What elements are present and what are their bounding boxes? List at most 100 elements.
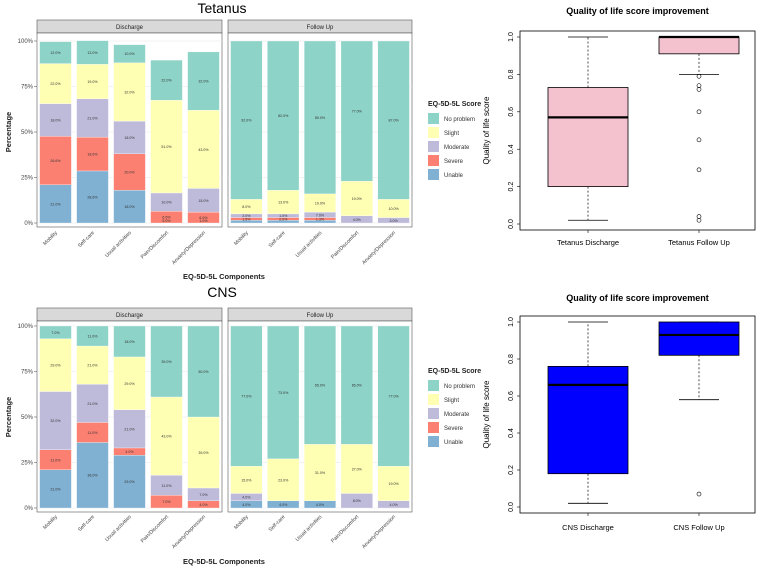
x-tick-label: Pain/Discomfort xyxy=(330,514,361,545)
legend-label-slight: Slight xyxy=(444,398,459,404)
legend-label-moderate: Moderate xyxy=(444,145,470,151)
facet-panel-discharge: Discharge 21.0% 11.0% 32.0% 29.0% 7.0% Mobilit… xyxy=(36,307,223,550)
data-label: 28.6% xyxy=(87,195,98,199)
data-label: 21.0% xyxy=(87,364,98,368)
x-tick-label: Mobility xyxy=(42,514,59,531)
x-tick-label: Mobility xyxy=(233,230,250,247)
y-tick-label: 25% xyxy=(21,176,34,182)
bar-segment-slight-pain-discomfort xyxy=(150,100,183,194)
facet-panel-follow-up: Follow Up1.5%2.0%8.0%92.0%Mobility2.0%1.… xyxy=(227,19,413,266)
data-label: 22.0% xyxy=(161,79,172,83)
bar-segment-moderate-self-care xyxy=(76,98,109,138)
y-axis-label: Quality of life score xyxy=(482,380,491,449)
facet-strip-label: Follow Up xyxy=(307,25,334,31)
bar-segment-slight-usual-activities xyxy=(113,62,146,122)
x-axis-label: EQ-5D-5L Components xyxy=(183,557,265,566)
data-label: 15.0% xyxy=(198,199,209,203)
data-label: 6.5% xyxy=(162,216,171,220)
data-label: 19.0% xyxy=(87,80,98,84)
bar-segment-no-problem-mobility xyxy=(230,40,263,200)
data-label: 77.0% xyxy=(241,395,252,399)
facet-strip-label: Follow Up xyxy=(307,313,334,319)
y-axis-label: Quality of life score xyxy=(482,96,491,165)
bar-segment-severe-self-care xyxy=(76,136,109,172)
data-label: 8.0% xyxy=(242,205,251,209)
bar-segment-slight-mobility xyxy=(39,63,72,104)
bar-segment-no-problem-usual-activities xyxy=(113,325,146,358)
data-label: 12.0% xyxy=(50,51,61,55)
data-label: 32.0% xyxy=(124,90,135,94)
data-label: 27.0% xyxy=(352,467,363,471)
box-iqr xyxy=(547,365,629,475)
chart-title: Quality of life score improvement xyxy=(566,293,709,303)
data-label: 18.0% xyxy=(124,340,135,344)
bar-segment-no-problem-anxiety-depression xyxy=(377,40,410,200)
data-label: 3.0% xyxy=(389,219,398,223)
outlier-point xyxy=(696,491,702,497)
data-label: 1.5% xyxy=(242,217,251,221)
data-label: 80.0% xyxy=(315,116,326,120)
stacked-bar-chart-cns: CNS Discharge 21.0% 11.0% 32.0% 29.0% 7.0% Mobi… xyxy=(4,284,481,566)
x-tick-label: Self-care xyxy=(268,514,287,533)
legend-label-unable: Unable xyxy=(444,440,464,446)
chart-title: Quality of life score improvement xyxy=(566,6,709,16)
data-label: 4.0% xyxy=(316,503,325,507)
legend-label-no-problem: No problem xyxy=(444,384,475,390)
data-label: 92.0% xyxy=(241,119,252,123)
facet-panel-discharge: Discharge 21.0% 26.6% 18.0% 22.0% 12.0% Mobili… xyxy=(36,19,223,266)
data-label: 11.0% xyxy=(51,458,62,462)
y-tick-label: 25% xyxy=(21,461,34,467)
bar-segment-moderate-mobility xyxy=(39,391,72,450)
data-label: 10.0% xyxy=(124,52,135,56)
data-label: 7.0% xyxy=(51,331,60,335)
y-tick-label: 0.2 xyxy=(508,182,515,192)
data-label: 29.0% xyxy=(124,480,135,484)
box-tetanus-discharge: Tetanus Discharge xyxy=(547,36,629,247)
bar-segment-no-problem-self-care xyxy=(267,325,300,460)
data-label: 4.0% xyxy=(125,450,134,454)
data-label: 18.6% xyxy=(87,153,98,157)
y-tick-label: 0.6 xyxy=(508,391,515,401)
x-tick-label: Anxiety/Depression xyxy=(361,230,397,266)
y-tick-label: 0% xyxy=(24,221,33,227)
box-plot-cns-discharge: Quality of life score improvement 0.0 0.2 0… xyxy=(482,293,756,532)
data-label: 1.0% xyxy=(279,214,288,218)
data-label: 13.0% xyxy=(87,51,98,55)
data-label: 21.0% xyxy=(87,116,98,120)
legend-swatch-moderate xyxy=(428,141,439,152)
bar-segment-unable-usual-activities xyxy=(113,455,146,509)
chart-title: CNS xyxy=(207,284,237,300)
data-label: 19.0% xyxy=(352,197,363,201)
legend-swatch-slight xyxy=(428,394,439,405)
x-tick-label: CNS Discharge xyxy=(562,523,614,532)
y-tick-label: 100% xyxy=(18,324,34,330)
bar-segment-no-problem-self-care xyxy=(267,40,300,191)
bar-segment-unable-self-care xyxy=(76,442,109,509)
bar-segment-no-problem-usual-activities xyxy=(304,40,336,195)
legend-label-severe: Severe xyxy=(444,426,464,432)
legend-title: EQ-5D-5L Score xyxy=(428,368,481,375)
bar-segment-no-problem-usual-activities xyxy=(304,325,336,445)
y-tick-label: 50% xyxy=(21,415,34,421)
y-tick-label: 0.8 xyxy=(508,354,515,364)
outlier-point xyxy=(696,217,702,223)
bar-segment-slight-anxiety-depression xyxy=(377,465,410,501)
y-tick-label: 0.2 xyxy=(508,465,515,475)
bar-segment-no-problem-pain-discomfort xyxy=(340,40,373,182)
legend-swatch-unable xyxy=(428,169,439,180)
bar-segment-no-problem-mobility xyxy=(39,325,72,339)
data-label: 1.3% xyxy=(316,217,325,221)
bar-segment-slight-pain-discomfort xyxy=(150,396,183,476)
y-tick-label: 0.6 xyxy=(508,107,515,117)
x-tick-label: Anxiety/Depression xyxy=(171,230,207,266)
bar-segment-slight-anxiety-depression xyxy=(187,110,220,189)
legend-label-severe: Severe xyxy=(444,159,464,165)
box-cns-follow-up: CNS Follow Up xyxy=(658,321,740,532)
outlier-point xyxy=(696,83,702,88)
data-label: 65.0% xyxy=(352,384,363,388)
bar-segment-unable-usual-activities xyxy=(113,190,146,224)
plot-frame xyxy=(519,315,756,514)
box-iqr xyxy=(658,321,740,356)
data-label: 18.0% xyxy=(124,136,135,140)
